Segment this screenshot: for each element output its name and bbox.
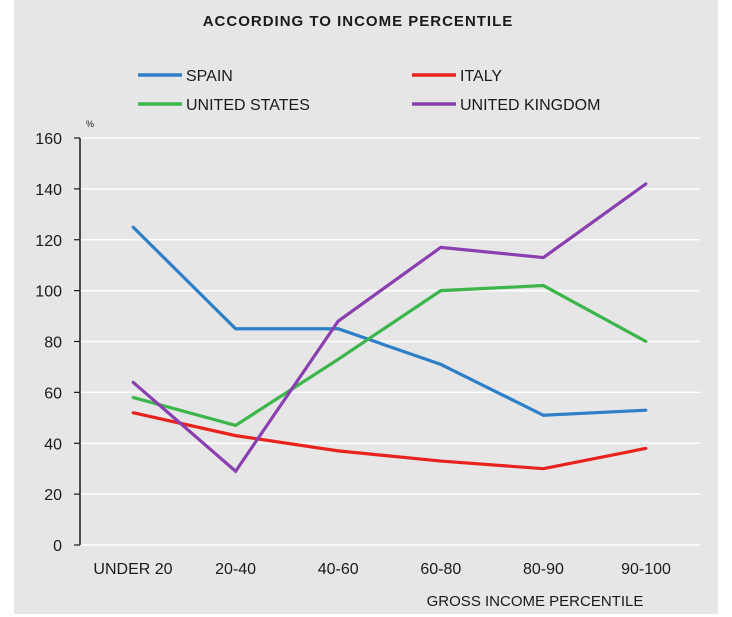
- y-axis-ticks: 0 20 40 60 80 100 120 140 160: [35, 131, 80, 555]
- data-point-united-kingdom-3: [336, 319, 340, 323]
- data-point-united-states-1: [131, 396, 135, 399]
- gridlines: [80, 137, 700, 546]
- series-line-italy: [132, 411, 647, 471]
- data-point-united-states-4: [439, 289, 443, 293]
- y-axis-unit-label: %: [86, 119, 94, 129]
- data-point-italy-6: [644, 446, 648, 450]
- data-point-united-kingdom-2: [234, 469, 238, 473]
- legend-label-italy: ITALY: [460, 68, 502, 85]
- x-axis-ticks: UNDER 20 20-40 40-60 60-80 80-90 90-100: [93, 561, 671, 578]
- y-tick-label-40: 40: [44, 436, 62, 453]
- x-tick-label-2: 20-40: [215, 561, 256, 578]
- data-point-italy-4: [439, 459, 443, 463]
- x-axis-label: GROSS INCOME PERCENTILE: [427, 593, 644, 610]
- x-tick-label-4: 60-80: [420, 561, 461, 578]
- data-point-united-states-3: [336, 357, 340, 361]
- data-point-united-states-2: [234, 424, 238, 427]
- y-tick-label-120: 120: [35, 233, 62, 250]
- data-point-united-kingdom-6: [644, 182, 648, 186]
- y-tick-label-140: 140: [35, 182, 62, 199]
- data-point-spain-2: [234, 327, 238, 331]
- y-tick-label-160: 160: [35, 131, 62, 148]
- data-point-italy-1: [131, 411, 135, 415]
- series-lines: [131, 182, 648, 474]
- data-point-united-kingdom-1: [131, 380, 135, 384]
- data-point-spain-6: [644, 408, 648, 412]
- legend-label-spain: SPAIN: [186, 68, 233, 85]
- y-tick-label-0: 0: [53, 538, 62, 555]
- x-tick-label-3: 40-60: [318, 561, 359, 578]
- data-point-spain-4: [439, 362, 443, 366]
- y-tick-label-60: 60: [44, 385, 62, 402]
- chart-background: [14, 0, 718, 614]
- series-line-united-kingdom: [131, 182, 647, 474]
- data-point-spain-1: [131, 225, 135, 229]
- x-tick-label-5: 80-90: [523, 561, 564, 578]
- series-line-united-states: [132, 283, 647, 428]
- data-point-italy-2: [234, 434, 238, 438]
- data-point-spain-5: [542, 413, 545, 417]
- y-tick-label-20: 20: [44, 487, 62, 504]
- x-tick-label-1: UNDER 20: [93, 561, 172, 578]
- data-point-italy-5: [542, 467, 545, 471]
- legend: SPAIN ITALY UNITED STATES UNITED KINGDOM: [138, 68, 600, 114]
- y-tick-label-100: 100: [35, 284, 62, 301]
- data-point-united-kingdom-4: [439, 245, 443, 249]
- data-point-united-states-5: [542, 284, 545, 287]
- series-line-spain: [131, 225, 647, 417]
- data-point-united-kingdom-5: [542, 256, 545, 259]
- legend-label-united-kingdom: UNITED KINGDOM: [460, 97, 600, 114]
- data-point-spain-3: [336, 327, 340, 331]
- data-point-united-states-6: [644, 340, 648, 343]
- y-tick-label-80: 80: [44, 335, 62, 352]
- x-tick-label-6: 90-100: [621, 561, 671, 578]
- data-point-italy-3: [336, 449, 340, 453]
- chart-title: ACCORDING TO INCOME PERCENTILE: [203, 13, 514, 30]
- legend-label-united-states: UNITED STATES: [186, 97, 310, 114]
